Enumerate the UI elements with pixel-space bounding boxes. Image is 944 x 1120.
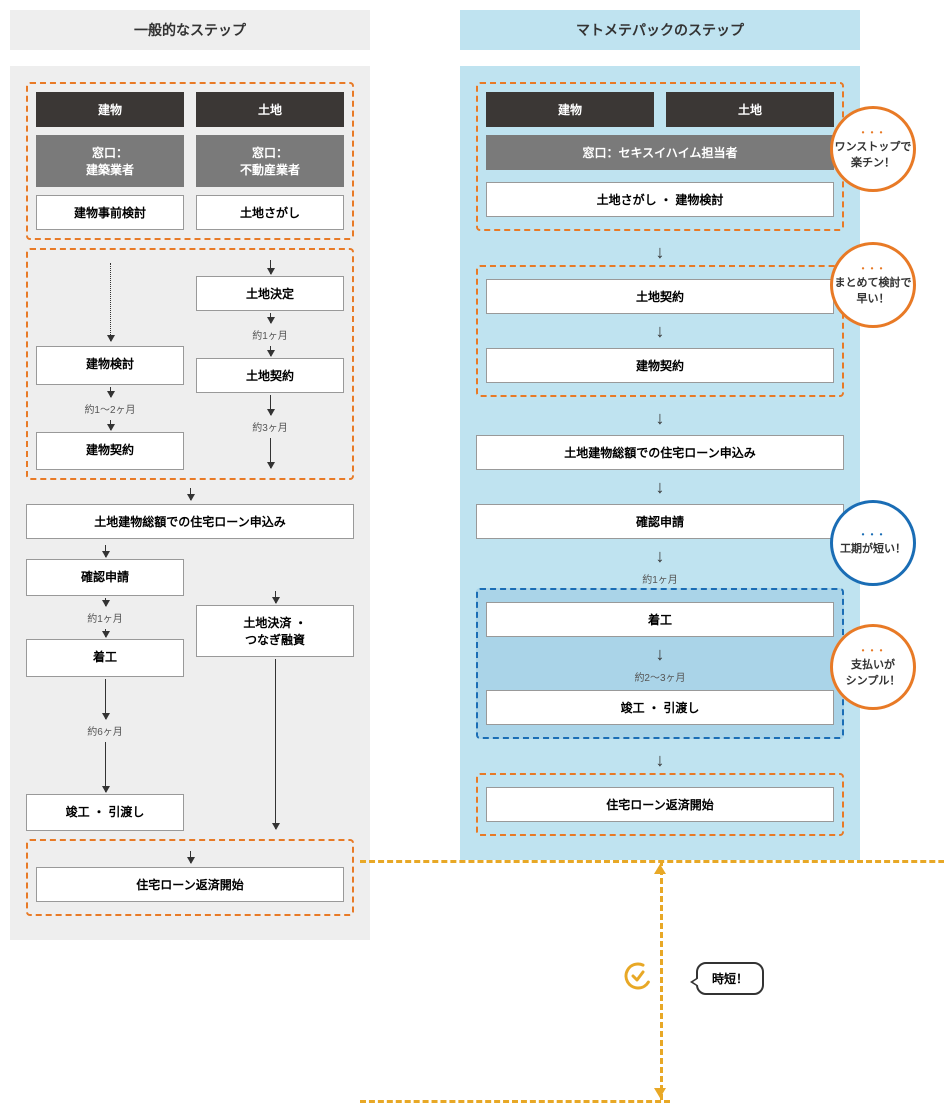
arrow-icon [190, 851, 191, 863]
arrow-icon [105, 679, 106, 719]
header-row: 建物 土地 [36, 92, 344, 127]
left-title: 一般的なステップ [10, 10, 370, 50]
comparison-diagram: 一般的なステップ 建物 土地 窓口：建築業者 窓口：不動産業者 建物事前検討 土… [10, 10, 934, 940]
confirm-r: 確認申請 [476, 504, 844, 539]
arrow-icon [270, 260, 271, 274]
arrow-icon: ↓ [476, 543, 844, 569]
duration-const: 約6ヶ月 [26, 721, 184, 740]
left-group-2: 建物検討 約1～2ヶ月 建物契約 土地決定 約1ヶ月 土地契約 [26, 248, 354, 480]
building-precheck: 建物事前検討 [36, 195, 184, 230]
complete-r: 竣工 ・ 引渡し [486, 690, 834, 725]
building-contact: 窓口：建築業者 [36, 135, 184, 187]
clock-icon [622, 960, 654, 992]
left-body: 建物 土地 窓口：建築業者 窓口：不動産業者 建物事前検討 土地さがし [10, 66, 370, 940]
bubble-simple-pay: 支払いが シンプル！ [830, 624, 916, 710]
right-group-blue: 着工 ↓ 約2～3ヶ月 竣工 ・ 引渡し [476, 588, 844, 739]
arrow-icon [275, 591, 276, 603]
building-header: 建物 [36, 92, 184, 127]
land-decision: 土地決定 [196, 276, 344, 311]
arrow-icon [270, 438, 271, 468]
land-contract-r: 土地契約 [486, 279, 834, 314]
confirm-application: 確認申請 [26, 559, 184, 596]
duration-confirm-r: 約1ヶ月 [476, 569, 844, 588]
arrow-icon [270, 395, 271, 415]
settlement-subcol: 土地決済 ・ つなぎ融資 [196, 543, 354, 831]
duration-const-r: 約2～3ヶ月 [486, 667, 834, 686]
arrow-icon [275, 659, 276, 829]
repay-r: 住宅ローン返済開始 [486, 787, 834, 822]
building-contract-r: 建物契約 [486, 348, 834, 383]
search-review: 土地さがし ・ 建物検討 [486, 182, 834, 217]
arrow-icon [110, 420, 111, 430]
loan-r: 土地建物総額での住宅ローン申込み [476, 435, 844, 470]
contact-r: 窓口：セキスイハイム担当者 [486, 135, 834, 170]
confirm-settlement-row: 確認申請 約1ヶ月 着工 約6ヶ月 竣工 ・ 引渡し 土地決済 ・ つなぎ融資 [26, 543, 354, 831]
loan-application: 土地建物総額での住宅ローン申込み [26, 504, 354, 539]
pack-steps-column: マトメテパックのステップ 建物 土地 窓口：セキスイハイム担当者 土地さがし ・… [460, 10, 860, 860]
land-settlement: 土地決済 ・ つなぎ融資 [196, 605, 354, 657]
building-review: 建物検討 [36, 346, 184, 385]
arrow-icon [105, 545, 106, 557]
header-row-r: 建物 土地 [486, 92, 834, 127]
land-search: 土地さがし [196, 195, 344, 230]
first-step-row: 建物事前検討 土地さがし [36, 195, 344, 230]
duration-confirm: 約1ヶ月 [26, 608, 184, 627]
building-subcol: 建物検討 約1～2ヶ月 建物契約 [36, 258, 184, 470]
arrow-icon: ↓ [476, 747, 844, 773]
duration-land1: 約1ヶ月 [196, 325, 344, 344]
arrow-icon [105, 598, 106, 606]
bubble-onestop: ワンストップで 楽チン！ [830, 106, 916, 192]
left-group-repay: 住宅ローン返済開始 [26, 839, 354, 916]
start-r: 着工 [486, 602, 834, 637]
right-group-2: 土地契約 ↓ 建物契約 [476, 265, 844, 397]
arrow-icon: ↓ [476, 405, 844, 431]
land-subcol: 土地決定 約1ヶ月 土地契約 約3ヶ月 [196, 258, 344, 470]
left-group-1: 建物 土地 窓口：建築業者 窓口：不動産業者 建物事前検討 土地さがし [26, 82, 354, 240]
building-contract: 建物契約 [36, 432, 184, 471]
time-saved-badge: 時短！ [696, 962, 764, 995]
confirm-subcol: 確認申請 約1ヶ月 着工 約6ヶ月 竣工 ・ 引渡し [26, 543, 184, 831]
arrow-icon [105, 742, 106, 792]
land-contract: 土地契約 [196, 358, 344, 393]
right-body: 建物 土地 窓口：セキスイハイム担当者 土地さがし ・ 建物検討 ↓ 土地契約 … [460, 66, 860, 860]
loan-repayment: 住宅ローン返済開始 [36, 867, 344, 902]
right-group-1: 建物 土地 窓口：セキスイハイム担当者 土地さがし ・ 建物検討 [476, 82, 844, 231]
bubble-short-term: 工期が短い！ [830, 500, 916, 586]
duration-build1: 約1～2ヶ月 [36, 399, 184, 418]
land-header-r: 土地 [666, 92, 834, 127]
contact-row: 窓口：建築業者 窓口：不動産業者 [36, 135, 344, 187]
land-header: 土地 [196, 92, 344, 127]
arrow-icon [110, 387, 111, 397]
duration-land2: 約3ヶ月 [196, 417, 344, 436]
completion: 竣工 ・ 引渡し [26, 794, 184, 831]
arrow-icon: ↓ [476, 239, 844, 265]
arrow-icon: ↓ [476, 474, 844, 500]
arrow-icon: ↓ [486, 318, 834, 344]
dotted-arrow [110, 263, 111, 341]
general-steps-column: 一般的なステップ 建物 土地 窓口：建築業者 窓口：不動産業者 建物事前検討 土… [10, 10, 370, 940]
two-col-flow: 建物検討 約1～2ヶ月 建物契約 土地決定 約1ヶ月 土地契約 [36, 258, 344, 470]
arrow-icon [270, 346, 271, 356]
arrow-icon [270, 313, 271, 323]
arrow-icon [105, 629, 106, 637]
arrow-icon: ↓ [486, 641, 834, 667]
arrow-icon [190, 488, 191, 500]
construction-start: 着工 [26, 639, 184, 676]
right-title: マトメテパックのステップ [460, 10, 860, 50]
time-saved-bracket: 時短！ [460, 860, 944, 1120]
land-contact: 窓口：不動産業者 [196, 135, 344, 187]
building-header-r: 建物 [486, 92, 654, 127]
bubble-matomete: まとめて検討で 早い！ [830, 242, 916, 328]
right-group-repay: 住宅ローン返済開始 [476, 773, 844, 836]
